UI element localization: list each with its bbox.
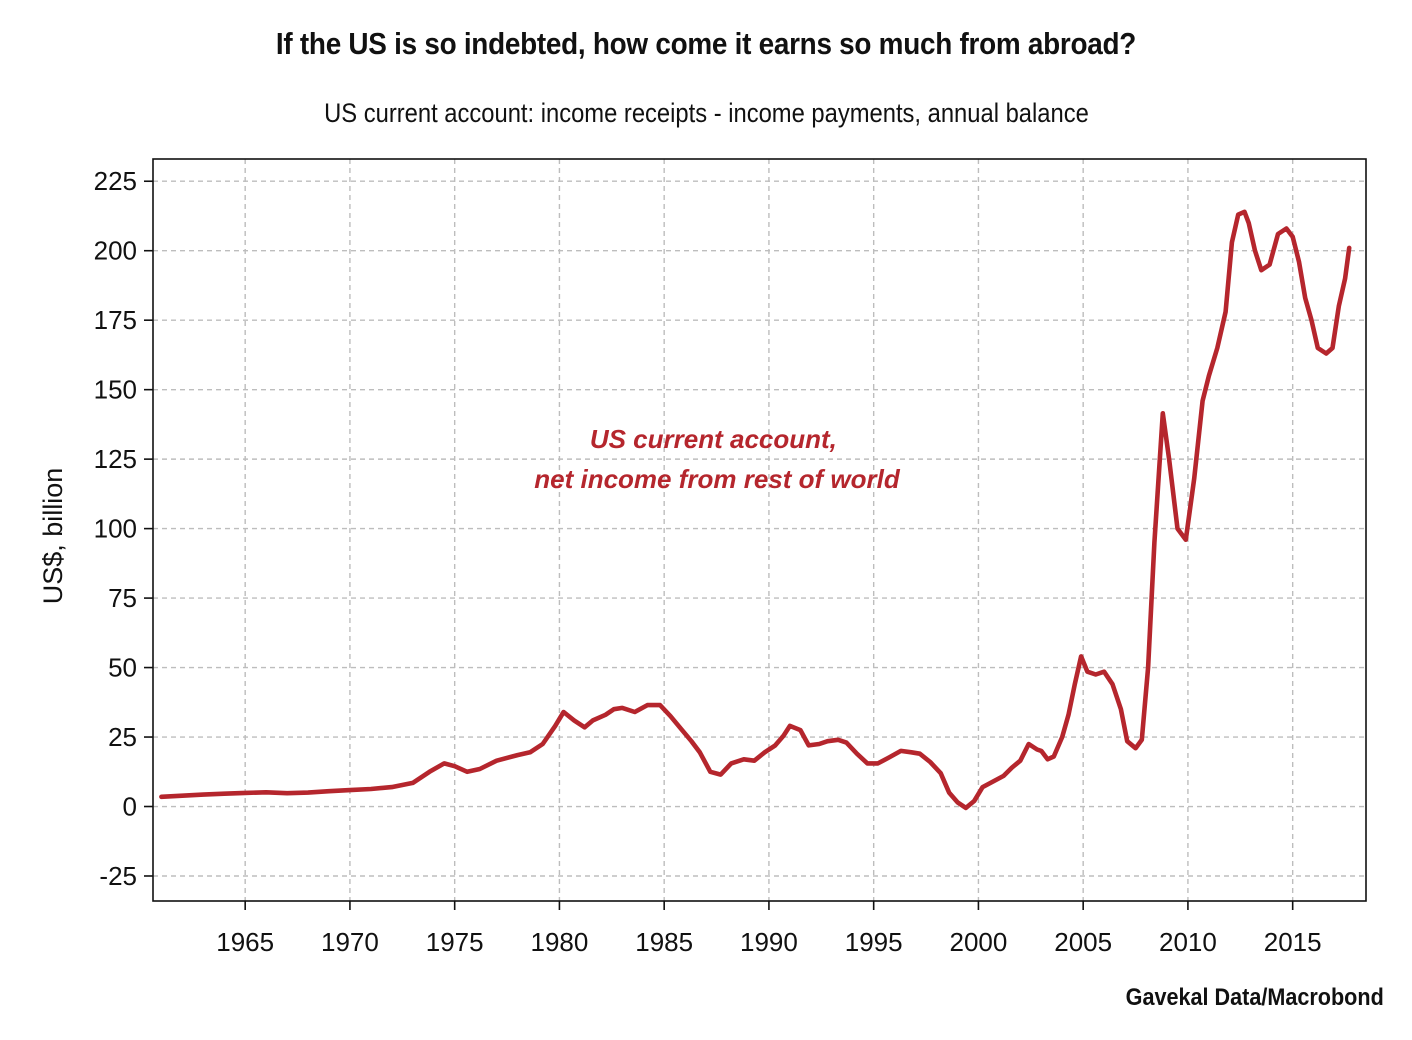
y-tick-label: 75 [108,583,137,613]
x-tick-label: 1975 [426,927,484,957]
x-tick-labels: 1965 1970 1975 1980 1985 1990 1995 2000 2005 2010… [216,927,1321,957]
x-tick-label: 2010 [1159,927,1217,957]
x-tick-label: 2000 [950,927,1008,957]
y-tick-label: 25 [108,722,137,752]
x-tick-label: 1965 [216,927,274,957]
y-tick-label: 150 [94,375,137,405]
y-tick-labels: -25 0 25 50 75 100 125 150 175 200 225 [94,166,137,891]
plot-frame [152,158,1367,902]
x-tick-label: 1995 [845,927,903,957]
chart-title: If the US is so indebted, how come it ea… [275,26,1137,61]
y-tick-label: 50 [108,653,137,683]
x-tick-label: 1980 [531,927,589,957]
series-layer [159,209,1352,811]
y-tick-label: 125 [94,444,137,474]
annotation-line-1: US current account, [590,424,837,454]
annotation-line-2: net income from rest of world [534,464,901,494]
chart-subtitle: US current account: income receipts - in… [324,98,1089,128]
y-tick-label: 200 [94,236,137,266]
series-line [159,209,1352,811]
gridlines [144,159,1366,910]
x-tick-label: 1990 [740,927,798,957]
series-annotation: US current account, net income from rest… [534,424,901,494]
x-tick-label: 2005 [1054,927,1112,957]
y-tick-label: 175 [94,305,137,335]
x-tick-label: 1985 [635,927,693,957]
x-tick-label: 2015 [1264,927,1322,957]
y-tick-label: 100 [94,514,137,544]
x-tick-label: 1970 [321,927,379,957]
y-tick-label: 0 [123,792,137,822]
source-credit: Gavekal Data/Macrobond [1125,984,1384,1011]
y-tick-label: 225 [94,166,137,196]
y-axis-label: US$, billion [38,468,68,605]
y-tick-label: -25 [99,861,137,891]
